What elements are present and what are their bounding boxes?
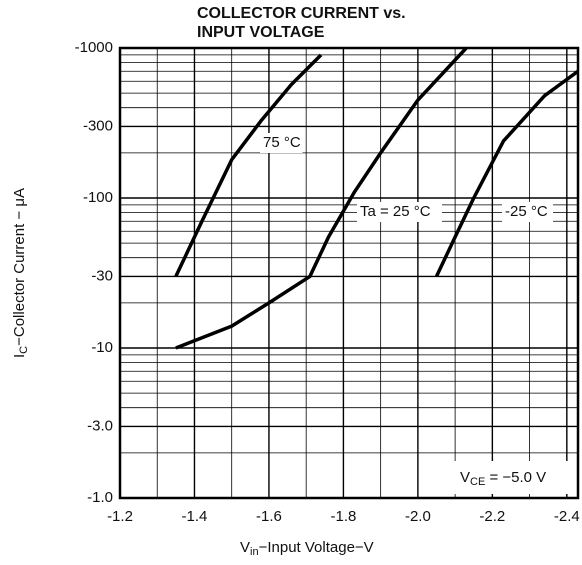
curve xyxy=(434,69,580,278)
y-tick-label: -1.0 xyxy=(87,489,113,506)
annotation-bg xyxy=(452,461,574,494)
x-label-main: V xyxy=(240,539,250,556)
x-tick-label: -1.8 xyxy=(330,508,356,525)
x-label-sub: in xyxy=(250,546,259,558)
annotation-sub: CE xyxy=(470,476,485,488)
y-tick-label: -3.0 xyxy=(87,417,113,434)
curve-label-bg xyxy=(260,133,303,153)
y-label-sub: C xyxy=(18,346,30,354)
grid xyxy=(119,47,578,499)
curve xyxy=(175,46,468,350)
annotation: VCE = −5.0 V xyxy=(460,469,546,488)
y-tick-label: -1000 xyxy=(75,39,113,56)
x-tick-label: -2.4 xyxy=(554,508,580,525)
curves: 75 °C Ta = 25 °C -25 °C xyxy=(174,46,580,350)
annotation-main: V xyxy=(460,469,470,486)
x-tick-label: -1.6 xyxy=(256,508,282,525)
curve-label-bg xyxy=(502,202,553,222)
y-label-rest: −Collector Current − μA xyxy=(11,188,28,346)
curve-label: -25 °C xyxy=(505,203,548,220)
curve-label: Ta = 25 °C xyxy=(360,203,431,220)
x-tick-label: -1.2 xyxy=(107,508,133,525)
x-tick-label: -2.2 xyxy=(479,508,505,525)
y-tick-label: -30 xyxy=(91,267,113,284)
curve-label-bg xyxy=(357,202,442,222)
y-label-main: I xyxy=(11,354,28,358)
x-tick-label: -1.4 xyxy=(182,508,208,525)
chart-title: COLLECTOR CURRENT vs. xyxy=(197,5,406,22)
y-tick-label: -100 xyxy=(83,189,113,206)
plot-frame xyxy=(118,46,580,500)
curve-label: 75 °C xyxy=(263,134,301,151)
y-tick-label: -10 xyxy=(91,339,113,356)
chart-title: INPUT VOLTAGE xyxy=(197,24,325,41)
y-tick-label: -300 xyxy=(83,117,113,134)
x-tick-label: -2.0 xyxy=(405,508,431,525)
curve xyxy=(174,53,323,278)
x-label-rest: −Input Voltage−V xyxy=(259,539,374,556)
y-axis-label: IC−Collector Current − μA xyxy=(11,188,30,358)
annotation-rest: = −5.0 V xyxy=(485,469,546,486)
x-axis-label: Vin−Input Voltage−V xyxy=(240,539,374,558)
